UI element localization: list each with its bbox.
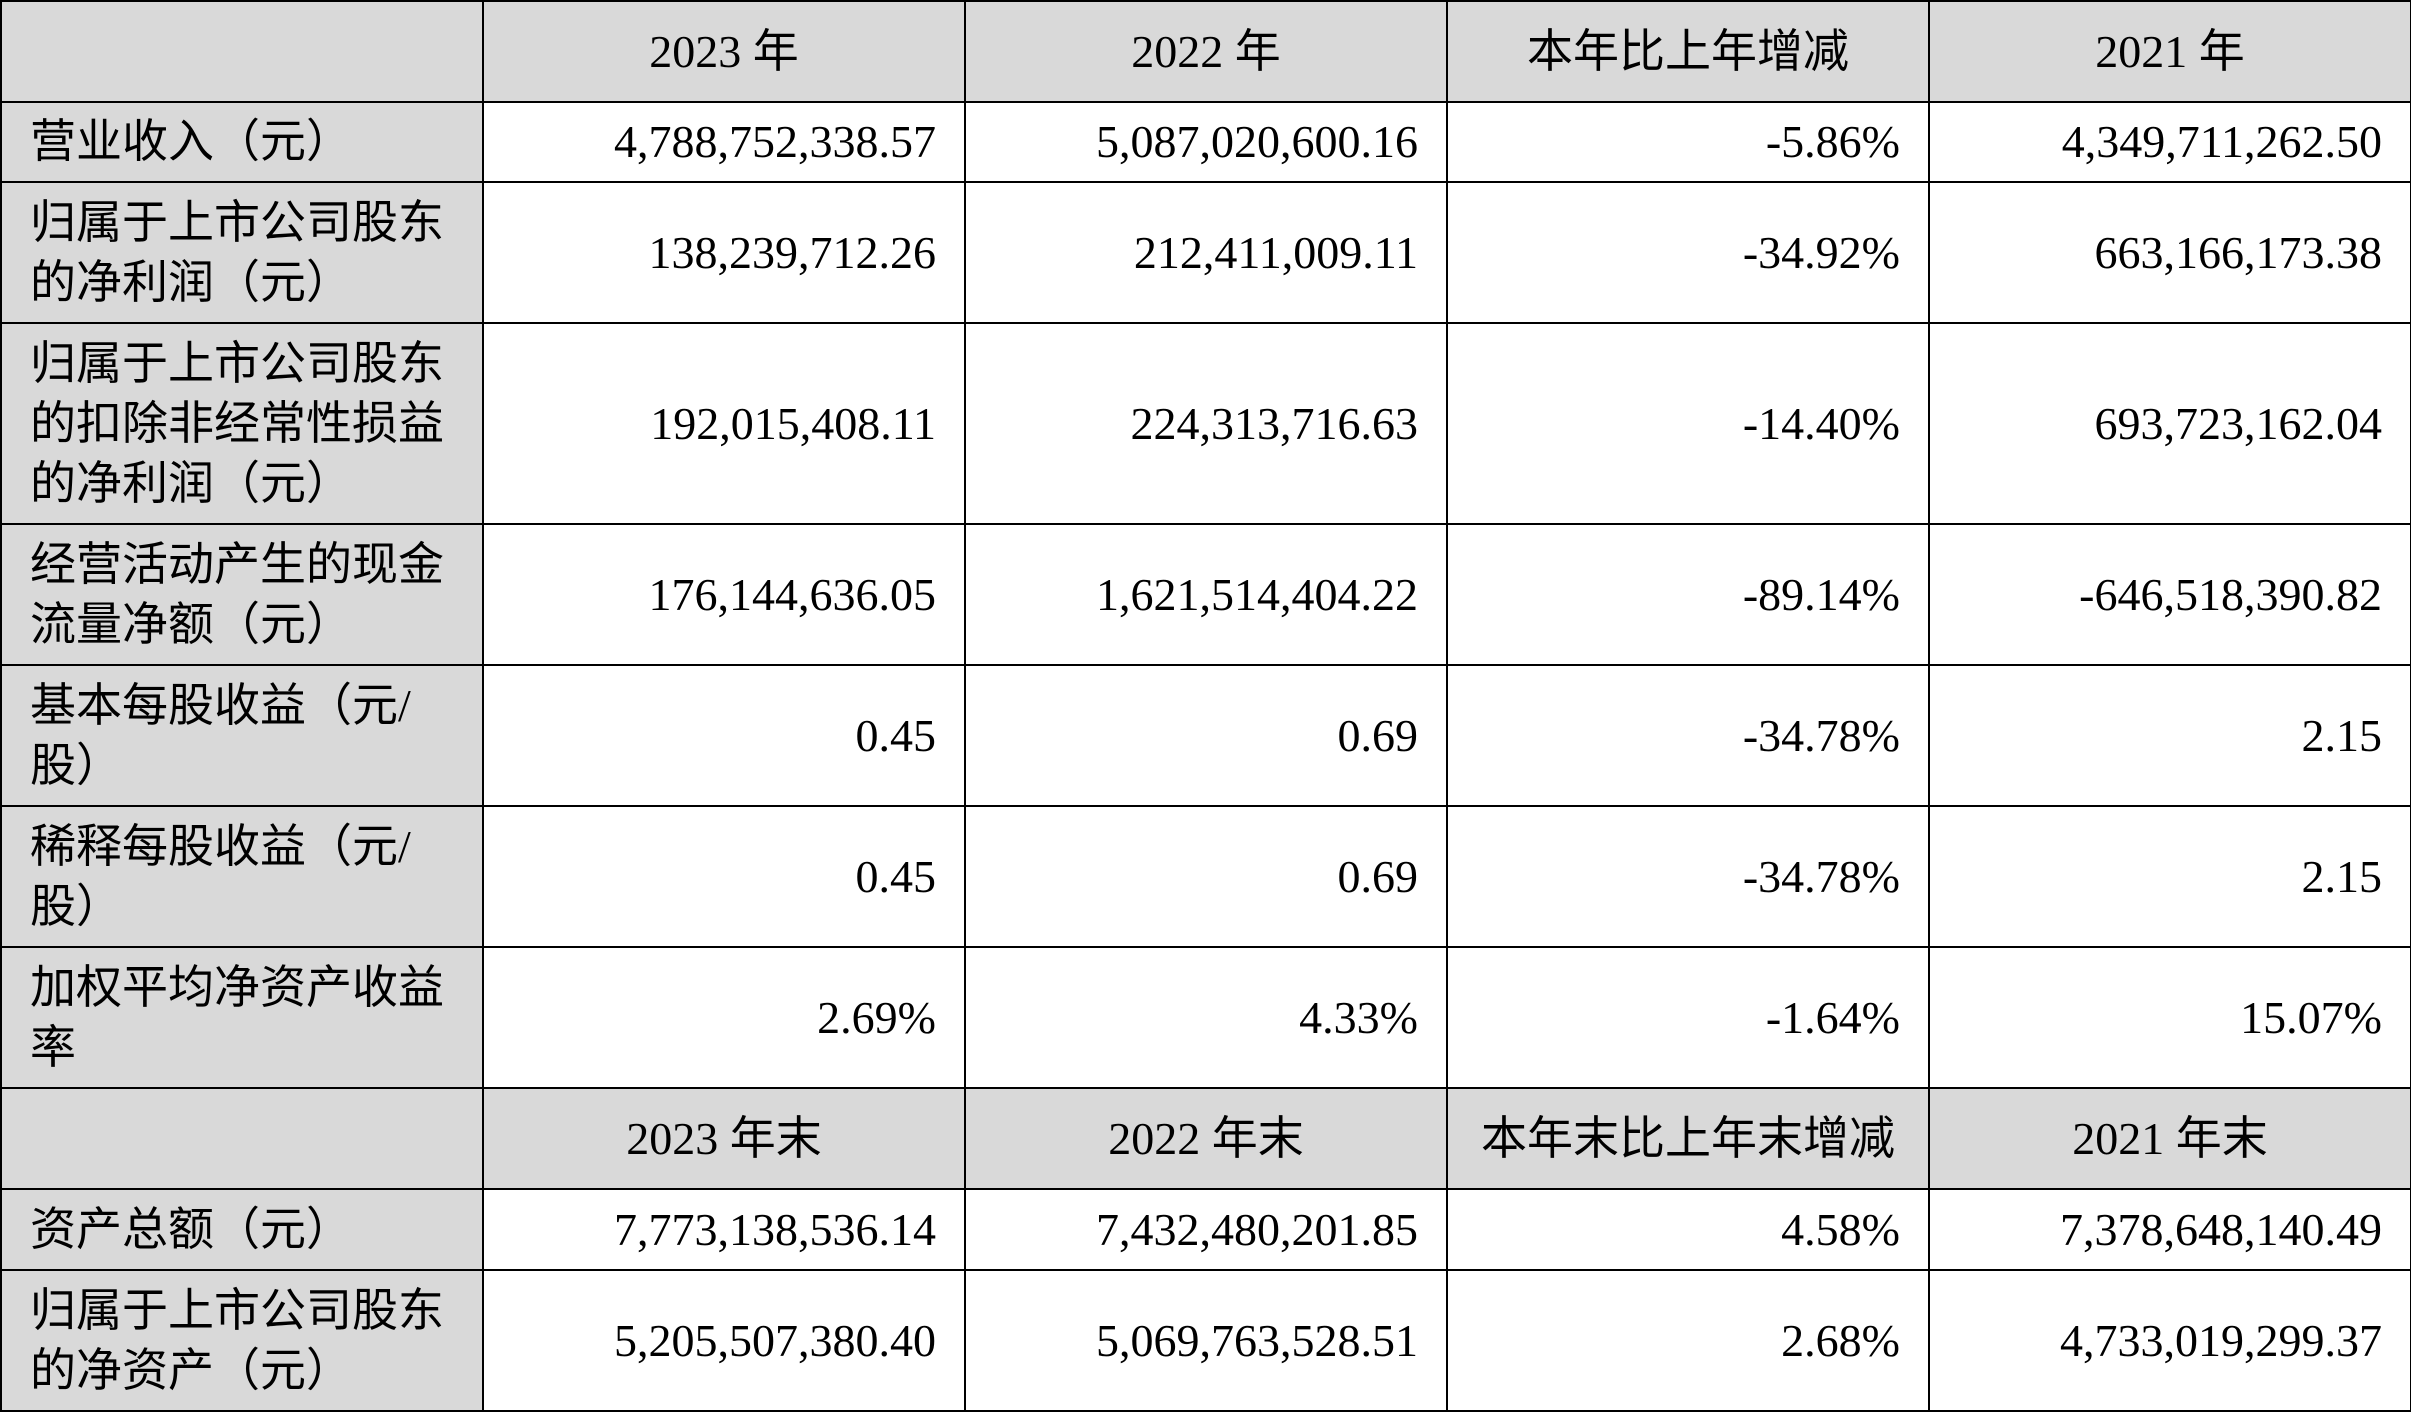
header-2023: 2023 年 — [482, 0, 966, 103]
value-2022-end: 7,432,480,201.85 — [964, 1188, 1448, 1271]
value-2023-end: 7,773,138,536.14 — [482, 1188, 966, 1271]
value-2022: 0.69 — [964, 664, 1448, 807]
header-2021-end: 2021 年末 — [1928, 1087, 2411, 1190]
table-row: 归属于上市公司股东的扣除非经常性损益的净利润（元） 192,015,408.11… — [0, 322, 2411, 525]
value-yoy-change: -89.14% — [1446, 523, 1930, 666]
value-2021: -646,518,390.82 — [1928, 523, 2411, 666]
row-label: 基本每股收益（元/股） — [0, 664, 484, 807]
value-2023: 176,144,636.05 — [482, 523, 966, 666]
row-label: 稀释每股收益（元/股） — [0, 805, 484, 948]
header-2022-end: 2022 年末 — [964, 1087, 1448, 1190]
row-label: 归属于上市公司股东的净资产（元） — [0, 1269, 484, 1412]
value-2021-end: 7,378,648,140.49 — [1928, 1188, 2411, 1271]
header-corner-cell — [0, 1087, 484, 1190]
value-2023: 192,015,408.11 — [482, 322, 966, 525]
value-yoy-change: -1.64% — [1446, 946, 1930, 1089]
value-2022: 212,411,009.11 — [964, 181, 1448, 324]
value-2021: 4,349,711,262.50 — [1928, 101, 2411, 183]
header-yoy-change: 本年比上年增减 — [1446, 0, 1930, 103]
value-yoy-change: -34.92% — [1446, 181, 1930, 324]
value-2022-end: 5,069,763,528.51 — [964, 1269, 1448, 1412]
value-yearend-change: 2.68% — [1446, 1269, 1930, 1412]
value-2022: 224,313,716.63 — [964, 322, 1448, 525]
value-2022: 1,621,514,404.22 — [964, 523, 1448, 666]
value-yoy-change: -14.40% — [1446, 322, 1930, 525]
header-row-period: 2023 年 2022 年 本年比上年增减 2021 年 — [0, 0, 2411, 103]
header-yearend-change: 本年末比上年末增减 — [1446, 1087, 1930, 1190]
value-2021: 693,723,162.04 — [1928, 322, 2411, 525]
value-2023: 2.69% — [482, 946, 966, 1089]
table-row: 经营活动产生的现金流量净额（元） 176,144,636.05 1,621,51… — [0, 523, 2411, 666]
table-row: 稀释每股收益（元/股） 0.45 0.69 -34.78% 2.15 — [0, 805, 2411, 948]
value-2021: 15.07% — [1928, 946, 2411, 1089]
table-row: 营业收入（元） 4,788,752,338.57 5,087,020,600.1… — [0, 101, 2411, 183]
value-2023: 4,788,752,338.57 — [482, 101, 966, 183]
value-2021: 2.15 — [1928, 805, 2411, 948]
table-row: 资产总额（元） 7,773,138,536.14 7,432,480,201.8… — [0, 1188, 2411, 1271]
value-2023: 0.45 — [482, 664, 966, 807]
value-2023-end: 5,205,507,380.40 — [482, 1269, 966, 1412]
value-2023: 138,239,712.26 — [482, 181, 966, 324]
header-2022: 2022 年 — [964, 0, 1448, 103]
table-row: 归属于上市公司股东的净资产（元） 5,205,507,380.40 5,069,… — [0, 1269, 2411, 1412]
row-label: 经营活动产生的现金流量净额（元） — [0, 523, 484, 666]
value-yoy-change: -5.86% — [1446, 101, 1930, 183]
value-yoy-change: -34.78% — [1446, 664, 1930, 807]
header-row-yearend: 2023 年末 2022 年末 本年末比上年末增减 2021 年末 — [0, 1087, 2411, 1190]
value-2021-end: 4,733,019,299.37 — [1928, 1269, 2411, 1412]
header-corner-cell — [0, 0, 484, 103]
value-2022: 0.69 — [964, 805, 1448, 948]
value-2021: 2.15 — [1928, 664, 2411, 807]
row-label: 归属于上市公司股东的净利润（元） — [0, 181, 484, 324]
value-2022: 4.33% — [964, 946, 1448, 1089]
header-2021: 2021 年 — [1928, 0, 2411, 103]
row-label: 加权平均净资产收益率 — [0, 946, 484, 1089]
value-yoy-change: -34.78% — [1446, 805, 1930, 948]
table-row: 加权平均净资产收益率 2.69% 4.33% -1.64% 15.07% — [0, 946, 2411, 1089]
header-2023-end: 2023 年末 — [482, 1087, 966, 1190]
value-2023: 0.45 — [482, 805, 966, 948]
row-label: 资产总额（元） — [0, 1188, 484, 1271]
table-row: 基本每股收益（元/股） 0.45 0.69 -34.78% 2.15 — [0, 664, 2411, 807]
row-label: 营业收入（元） — [0, 101, 484, 183]
row-label: 归属于上市公司股东的扣除非经常性损益的净利润（元） — [0, 322, 484, 525]
value-yearend-change: 4.58% — [1446, 1188, 1930, 1271]
value-2021: 663,166,173.38 — [1928, 181, 2411, 324]
table-row: 归属于上市公司股东的净利润（元） 138,239,712.26 212,411,… — [0, 181, 2411, 324]
value-2022: 5,087,020,600.16 — [964, 101, 1448, 183]
